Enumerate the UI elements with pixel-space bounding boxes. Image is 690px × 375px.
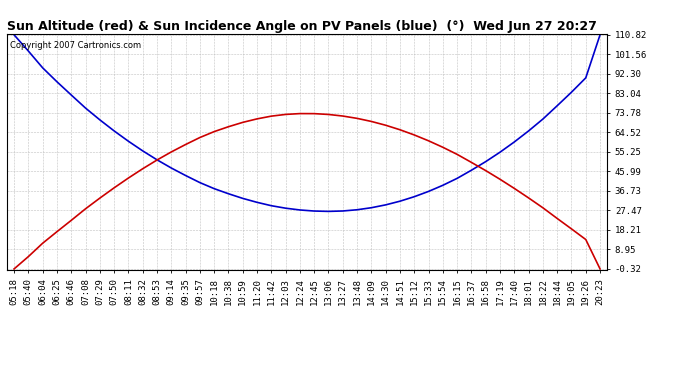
Text: Copyright 2007 Cartronics.com: Copyright 2007 Cartronics.com [10,41,141,50]
Text: Sun Altitude (red) & Sun Incidence Angle on PV Panels (blue)  (°)  Wed Jun 27 20: Sun Altitude (red) & Sun Incidence Angle… [7,20,597,33]
